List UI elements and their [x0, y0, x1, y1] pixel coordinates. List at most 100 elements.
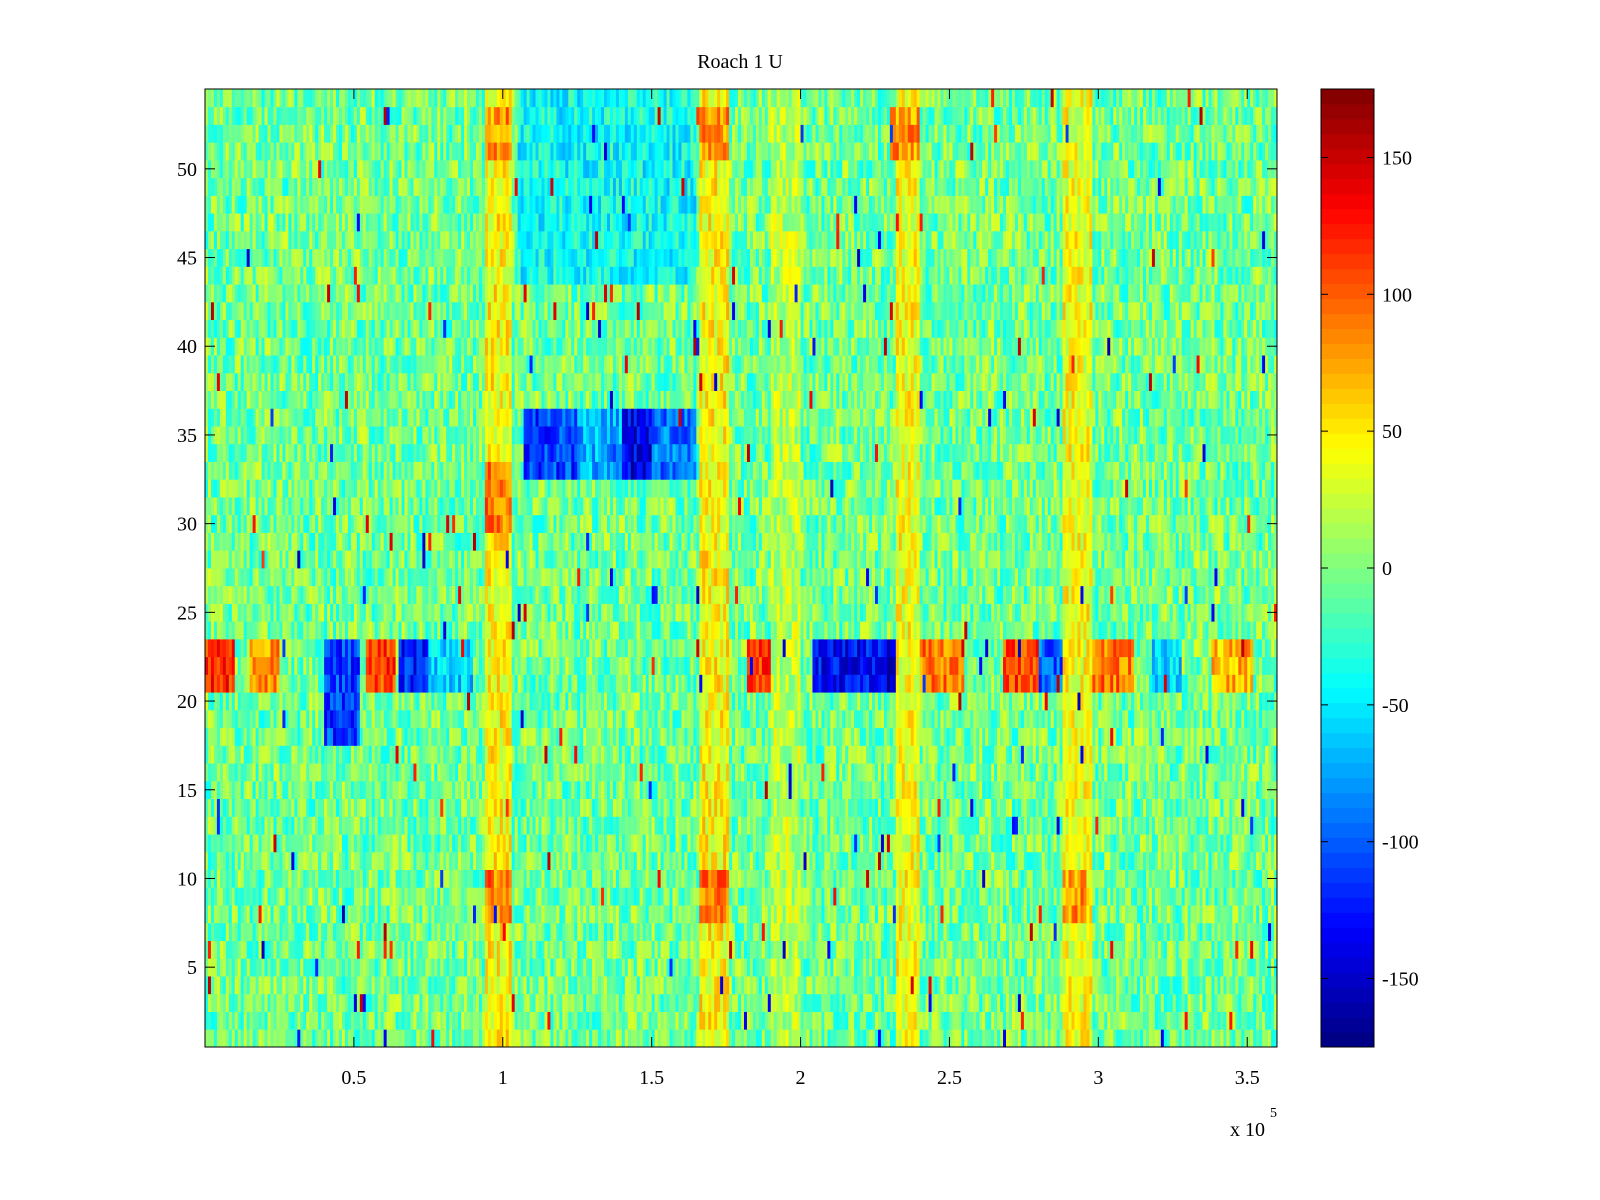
heatmap-cell: [839, 816, 843, 835]
heatmap-cell: [913, 816, 918, 835]
heatmap-cell: [1223, 993, 1227, 1012]
heatmap-cell: [624, 976, 629, 995]
heatmap-cell: [455, 834, 459, 853]
heatmap-cell: [869, 887, 873, 906]
heatmap-cell: [604, 958, 608, 977]
heatmap-cell: [764, 940, 769, 959]
heatmap-cell: [395, 958, 399, 977]
heatmap-cell: [845, 869, 849, 888]
heatmap-cell: [1137, 976, 1141, 995]
heatmap-cell: [735, 905, 739, 924]
heatmap-cell: [609, 976, 614, 995]
heatmap-cell: [574, 1011, 578, 1030]
heatmap-cell: [1122, 1011, 1126, 1030]
heatmap-cell: [407, 851, 411, 870]
heatmap-cell: [735, 1029, 739, 1048]
heatmap-cell: [741, 993, 745, 1012]
heatmap-cell: [511, 887, 516, 906]
heatmap-cell: [205, 922, 209, 941]
heatmap-cell: [216, 1011, 221, 1030]
heatmap-cell: [741, 798, 745, 817]
heatmap-cell: [910, 976, 915, 995]
heatmap-cell: [607, 958, 611, 977]
heatmap-cell: [568, 958, 572, 977]
heatmap-cell: [741, 834, 745, 853]
heatmap-cell: [1098, 976, 1102, 995]
heatmap-cell: [1017, 851, 1022, 870]
heatmap-cell: [216, 922, 221, 941]
heatmap-cell: [809, 834, 813, 853]
heatmap-cell: [812, 851, 816, 870]
heatmap-cell: [446, 940, 450, 959]
heatmap-cell: [571, 958, 575, 977]
heatmap-cell: [1077, 798, 1081, 817]
heatmap-cell: [839, 922, 843, 941]
heatmap-cell: [464, 869, 468, 888]
heatmap-cell: [660, 816, 664, 835]
heatmap-cell: [559, 887, 563, 906]
heatmap-cell: [872, 834, 876, 853]
heatmap-cell: [1059, 869, 1063, 888]
heatmap-cell: [347, 816, 352, 835]
heatmap-cell: [1223, 958, 1227, 977]
heatmap-cell: [693, 976, 697, 995]
heatmap-cell: [327, 976, 331, 995]
heatmap-cell: [657, 816, 661, 835]
heatmap-cell: [803, 940, 807, 959]
heatmap-cell: [330, 958, 334, 977]
heatmap-cell: [1128, 958, 1132, 977]
heatmap-cell: [383, 887, 388, 906]
heatmap-cell: [711, 958, 715, 977]
heatmap-cell: [1128, 869, 1132, 888]
heatmap-cell: [601, 816, 605, 835]
heatmap-cell: [863, 1011, 867, 1030]
heatmap-cell: [916, 887, 921, 906]
heatmap-cell: [717, 887, 721, 906]
heatmap-cell: [1172, 1029, 1177, 1048]
heatmap-cell: [800, 993, 804, 1012]
heatmap-cell: [484, 976, 489, 995]
heatmap-cell: [428, 798, 432, 817]
heatmap-cell: [428, 834, 432, 853]
heatmap-cell: [434, 958, 438, 977]
heatmap-cell: [523, 834, 527, 853]
heatmap-cell: [487, 816, 492, 835]
heatmap-cell: [425, 976, 429, 995]
heatmap-cell: [246, 851, 251, 870]
heatmap-cell: [746, 976, 751, 995]
heatmap-cell: [794, 887, 798, 906]
heatmap-cell: [273, 922, 277, 941]
heatmap-cell: [851, 869, 855, 888]
heatmap-cell: [1065, 1011, 1069, 1030]
heatmap-cell: [833, 887, 837, 906]
heatmap-cell: [952, 851, 956, 870]
heatmap-cell: [1247, 816, 1251, 835]
heatmap-cell: [279, 993, 283, 1012]
heatmap-cell: [1163, 816, 1168, 835]
heatmap-cell: [1259, 1011, 1263, 1030]
heatmap-cell: [240, 905, 245, 924]
heatmap-cell: [252, 958, 257, 977]
heatmap-cell: [523, 887, 527, 906]
heatmap-cell: [1131, 958, 1135, 977]
heatmap-cell: [1271, 816, 1275, 835]
heatmap-cell: [898, 905, 903, 924]
heatmap-cell: [1050, 1011, 1055, 1030]
heatmap-cell: [1131, 1011, 1135, 1030]
heatmap-cell: [621, 976, 626, 995]
heatmap-cell: [318, 869, 322, 888]
heatmap-cell: [437, 1011, 441, 1030]
heatmap-cell: [356, 958, 361, 977]
heatmap-cell: [895, 851, 900, 870]
heatmap-cell: [732, 816, 736, 835]
heatmap-cell: [1050, 905, 1055, 924]
heatmap-cell: [931, 869, 935, 888]
heatmap-cell: [589, 976, 593, 995]
heatmap-cell: [219, 1029, 224, 1048]
heatmap-cell: [401, 1029, 405, 1048]
heatmap-cell: [249, 851, 254, 870]
heatmap-cell: [749, 922, 754, 941]
heatmap-cell: [1163, 940, 1168, 959]
heatmap-cell: [1157, 958, 1162, 977]
heatmap-cell: [294, 940, 298, 959]
